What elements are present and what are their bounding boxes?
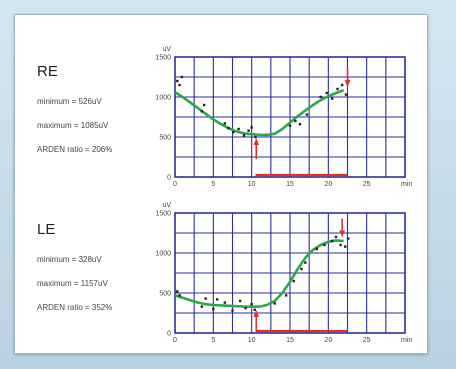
chart-2-data-point — [204, 297, 207, 300]
chart-2-fit-line — [174, 239, 344, 309]
chart-1-xtick-label: 25 — [363, 181, 371, 188]
chart-1-ytick-label: 1000 — [155, 95, 171, 102]
chart-2-xtick-label: 20 — [324, 337, 332, 344]
chart-1-fit-line — [174, 88, 345, 137]
chart-1-xtick-label: 5 — [211, 181, 215, 188]
chart-2-ylabel: uV — [162, 202, 171, 209]
arden-ratio-le: ARDEN ratio = 352% — [37, 303, 113, 312]
chart-2-data-point — [339, 243, 342, 247]
chart-2-xlabel: min — [401, 337, 412, 344]
chart-2-data-point — [304, 261, 307, 264]
chart-2-data-point — [344, 245, 347, 248]
report-card: RE minimum = 526uV maximum = 1085uV ARDE… — [14, 14, 428, 354]
chart-1-data-point — [223, 122, 227, 125]
chart-2-data-point — [347, 237, 350, 240]
chart-2-ytick-label: 500 — [159, 291, 171, 298]
chart-1-data-point — [325, 91, 328, 95]
chart-1-data-point — [305, 113, 309, 116]
chart-1-data-point — [298, 123, 302, 126]
chart-2-data-point — [323, 243, 326, 247]
chart-1-data-point — [319, 95, 322, 99]
chart-2-minimum-arrow-head — [253, 310, 260, 317]
chart-2-data-point — [300, 267, 303, 271]
chart-2-data-point — [231, 309, 234, 312]
chart-1-data-point — [288, 124, 292, 127]
chart-1-data-point — [178, 83, 181, 87]
chart-1-xlabel: min — [401, 181, 412, 188]
chart-2-data-point — [315, 247, 319, 251]
minimum-stat-re: minimum = 526uV — [37, 97, 102, 106]
chart-1-xtick-label: 10 — [248, 181, 256, 188]
chart-2-xtick-label: 0 — [173, 337, 177, 344]
chart-2-data-point — [244, 307, 247, 310]
chart-1-xtick-label: 20 — [324, 181, 332, 188]
chart-1-xtick-label: 0 — [173, 181, 177, 188]
chart-2-data-point — [334, 235, 338, 239]
chart-1-data-point — [344, 93, 348, 96]
chart-2-data-point — [215, 298, 219, 301]
eye-label-re: RE — [37, 63, 58, 80]
chart-1-data-point — [330, 97, 334, 100]
chart-1-data-point — [336, 87, 339, 91]
chart-2-data-point — [273, 302, 276, 305]
eye-label-le: LE — [37, 221, 56, 238]
chart-2-data-point — [292, 279, 296, 283]
chart-1-data-point — [340, 83, 344, 87]
chart-1-ytick-label: 1500 — [155, 55, 171, 62]
maximum-stat-re: maximum = 1085uV — [37, 121, 109, 130]
chart-2-data-point — [330, 239, 334, 243]
chart-1-ylabel: uV — [162, 46, 171, 53]
maximum-stat-le: maximum = 1157uV — [37, 279, 108, 288]
chart-2-xtick-label: 10 — [248, 337, 256, 344]
eog-charts: 0 5 10 15 20 25 0 500 1000 1500 uV min 0 5 10 15 20 25 0 50… — [155, 46, 412, 344]
chart-2-data-point — [178, 294, 181, 297]
arden-ratio-re: ARDEN ratio = 206% — [37, 145, 113, 154]
chart-1-data-point — [180, 75, 184, 79]
chart-2-xtick-label: 15 — [286, 337, 294, 344]
chart-2-data-point — [200, 305, 204, 308]
chart-2-data-point — [253, 308, 256, 311]
chart-2-data-point — [250, 303, 253, 306]
chart-2-data-point — [238, 299, 242, 303]
chart-2-data-point — [223, 301, 227, 304]
chart-2-ytick-label: 1000 — [155, 251, 171, 258]
chart-2-xtick-label: 25 — [363, 337, 371, 344]
chart-1-minimum-arrow-head — [253, 138, 260, 145]
chart-1-data-point — [237, 127, 240, 131]
minimum-stat-le: minimum = 328uV — [37, 255, 102, 264]
chart-1-ytick-label: 0 — [167, 175, 171, 182]
chart-1-ytick-label: 500 — [159, 135, 171, 142]
chart-2-ytick-label: 1500 — [155, 211, 171, 218]
chart-2-data-point — [284, 294, 288, 297]
chart-2-maximum-arrow-head — [339, 230, 346, 237]
chart-1-data-point — [247, 129, 250, 132]
chart-2-data-point — [212, 307, 215, 311]
chart-1-data-point — [242, 134, 246, 137]
chart-1-maximum-arrow-head — [344, 80, 351, 87]
chart-1-data-point — [294, 119, 297, 123]
chart-1-data-point — [254, 135, 257, 139]
chart-2-data-point — [176, 290, 179, 293]
chart-2-ytick-label: 0 — [167, 331, 171, 338]
chart-1-data-point — [232, 131, 235, 134]
chart-1-xtick-label: 15 — [286, 181, 294, 188]
chart-1-data-point — [250, 126, 253, 129]
chart-1-data-point — [176, 79, 179, 83]
chart-2-xtick-label: 5 — [211, 337, 215, 344]
chart-1-data-point — [202, 103, 206, 107]
chart-1-data-point — [227, 127, 230, 130]
chart-1-data-point — [200, 110, 204, 113]
